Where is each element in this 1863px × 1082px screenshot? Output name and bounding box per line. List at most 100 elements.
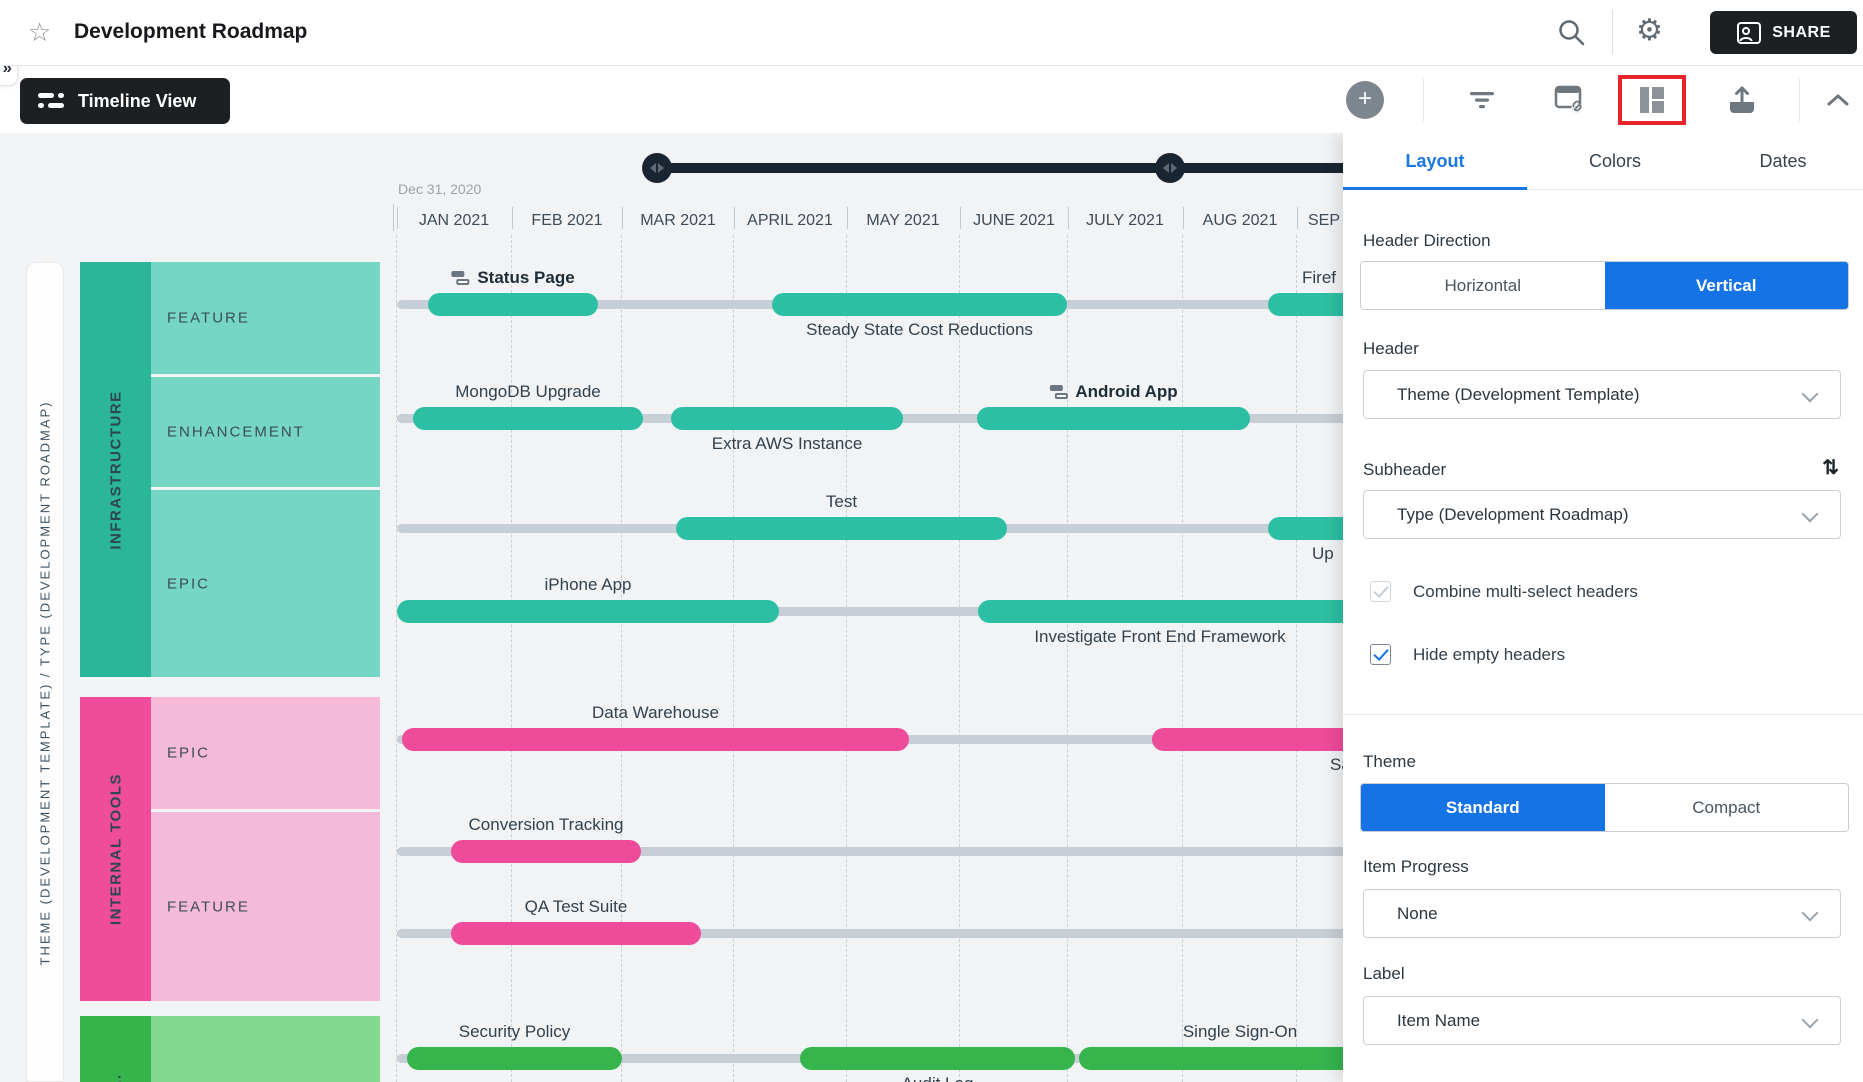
month-gridline xyxy=(511,235,512,1082)
row-subheader[interactable]: FEATURE xyxy=(151,1016,380,1082)
item-label: Firef xyxy=(1302,268,1336,288)
chevron-up-icon xyxy=(1827,94,1849,105)
chevron-down-icon xyxy=(1801,385,1819,403)
chevron-down-icon xyxy=(1801,1011,1819,1029)
roadmap-item-bar[interactable] xyxy=(977,407,1250,430)
timeline-stage: Dec 31, 2020 JAN 2021 FEB 2021 MAR 2021 APRI… xyxy=(0,133,1343,1082)
item-label-text: Audit Log xyxy=(902,1074,974,1082)
row-subheader[interactable]: EPIC xyxy=(151,697,380,809)
hide-empty-headers-checkbox-row[interactable]: Hide empty headers xyxy=(1370,644,1565,665)
subheader-select[interactable]: Type (Development Roadmap) xyxy=(1363,490,1841,539)
timeline-scrubber-bar[interactable] xyxy=(657,163,1343,173)
row-subheader-label: ENHANCEMENT xyxy=(167,423,305,441)
month-gridline xyxy=(1296,235,1297,1082)
item-label: Single Sign-On xyxy=(1183,1022,1297,1042)
tab-layout[interactable]: Layout xyxy=(1405,151,1465,171)
roadmap-canvas: Dec 31, 2020 JAN 2021 FEB 2021 MAR 2021 APRI… xyxy=(0,133,1863,1082)
share-person-icon xyxy=(1737,21,1762,44)
roadmap-item-bar[interactable] xyxy=(407,1047,622,1070)
lane-header[interactable]: INFRASTRUCTURE xyxy=(80,262,151,677)
month-label: MAR 2021 xyxy=(640,212,716,229)
item-label-text: Up xyxy=(1312,544,1334,563)
roadmap-item-bar[interactable] xyxy=(451,922,701,945)
collapse-toolbar-button[interactable] xyxy=(1818,66,1858,133)
roadmap-item-bar[interactable] xyxy=(413,407,643,430)
label-select[interactable]: Item Name xyxy=(1363,996,1841,1045)
page-title: Development Roadmap xyxy=(74,20,308,43)
month-tick xyxy=(1297,207,1298,229)
month-gridline xyxy=(846,235,847,1082)
favorite-star-icon[interactable]: ☆ xyxy=(28,17,52,47)
item-label-text: Single Sign-On xyxy=(1182,1022,1298,1041)
lane-header-label: C... xyxy=(107,1073,124,1082)
item-label: Sa xyxy=(1330,755,1343,775)
item-label-text: QA Test Suite xyxy=(524,897,628,916)
month-tick xyxy=(734,207,735,229)
combine-headers-checkbox-row[interactable]: Combine multi-select headers xyxy=(1370,581,1638,602)
theme-compact[interactable]: Compact xyxy=(1604,784,1848,831)
month-label: SEP xyxy=(1308,212,1341,229)
timeline-scrubber-handle[interactable] xyxy=(642,153,672,183)
row-subheader-label: FEATURE xyxy=(167,309,250,327)
subheader-sort-icon[interactable]: ⇅ xyxy=(1822,457,1839,479)
roadmap-item-bar[interactable] xyxy=(402,728,909,751)
roadmap-item-bar[interactable] xyxy=(800,1047,1075,1070)
item-label: iPhone App xyxy=(545,575,632,595)
chevron-down-icon xyxy=(1801,505,1819,523)
item-label: Status Page xyxy=(451,268,575,288)
row-subheader[interactable]: ENHANCEMENT xyxy=(151,377,380,487)
item-label: Audit Log xyxy=(902,1074,974,1082)
month-tick xyxy=(393,204,394,231)
roadmap-item-bar[interactable] xyxy=(676,517,1007,540)
roadmap-item-bar[interactable] xyxy=(451,840,641,863)
tab-colors[interactable]: Colors xyxy=(1588,151,1641,171)
search-icon[interactable] xyxy=(1556,17,1588,49)
roadmap-item-bar[interactable] xyxy=(1152,728,1343,751)
roadmap-item-bar[interactable] xyxy=(397,600,779,623)
item-label-text: Test xyxy=(825,492,858,511)
filter-button[interactable] xyxy=(1462,66,1502,133)
item-progress-label: Item Progress xyxy=(1363,857,1469,876)
hide-empty-headers-checkbox[interactable] xyxy=(1370,644,1391,665)
roadmap-item-bar[interactable] xyxy=(772,293,1067,316)
header-direction-horizontal[interactable]: Horizontal xyxy=(1361,262,1605,309)
panel-divider xyxy=(1343,714,1863,715)
row-subheader-label: EPIC xyxy=(167,575,211,592)
roadmap-item-bar[interactable] xyxy=(978,600,1343,623)
share-button[interactable]: SHARE xyxy=(1710,11,1857,54)
row-subheader[interactable]: FEATURE xyxy=(151,262,380,374)
month-tick xyxy=(512,207,513,229)
roadmap-item-bar[interactable] xyxy=(1268,293,1343,316)
roadmap-item-bar[interactable] xyxy=(671,407,903,430)
tab-dates[interactable]: Dates xyxy=(1759,151,1807,171)
chevron-down-icon xyxy=(1801,904,1819,922)
item-label: Data Warehouse xyxy=(592,703,719,723)
axis-label: THEME (DEVELOPMENT TEMPLATE) / TYPE (DEV… xyxy=(37,400,53,966)
timeline-scrubber-handle[interactable] xyxy=(1155,153,1185,183)
item-label-text: Steady State Cost Reductions xyxy=(806,320,1033,339)
row-subheader[interactable]: EPIC xyxy=(151,490,380,677)
export-button[interactable] xyxy=(1720,66,1764,133)
header-select[interactable]: Theme (Development Template) xyxy=(1363,370,1841,419)
item-progress-select[interactable]: None xyxy=(1363,889,1841,938)
timeline-view-button[interactable]: Timeline View xyxy=(20,78,230,124)
timeline-view-label: Timeline View xyxy=(78,90,197,111)
panel-tabs: Layout Colors Dates xyxy=(1343,133,1863,190)
month-gridline xyxy=(1067,235,1068,1082)
header-direction-vertical[interactable]: Vertical xyxy=(1604,262,1848,309)
item-label-text: MongoDB Upgrade xyxy=(455,382,601,401)
header-direction-toggle: Horizontal Vertical xyxy=(1360,261,1849,310)
roadmap-item-bar[interactable] xyxy=(1079,1047,1343,1070)
roadmap-item-bar[interactable] xyxy=(428,293,598,316)
combine-headers-checkbox[interactable] xyxy=(1370,581,1391,602)
add-item-button[interactable]: + xyxy=(1346,81,1384,119)
label-select-value: Item Name xyxy=(1397,1010,1481,1030)
layout-panel-button[interactable] xyxy=(1640,87,1664,113)
theme-standard[interactable]: Standard xyxy=(1361,784,1605,831)
linked-views-button[interactable] xyxy=(1548,66,1592,133)
lane-header[interactable]: INTERNAL TOOLS xyxy=(80,697,151,1001)
roadmap-item-bar[interactable] xyxy=(1268,517,1343,540)
lane-header[interactable]: C... xyxy=(80,1016,151,1082)
row-subheader[interactable]: FEATURE xyxy=(151,812,380,1001)
settings-gear-icon[interactable]: ⚙ xyxy=(1636,14,1663,47)
